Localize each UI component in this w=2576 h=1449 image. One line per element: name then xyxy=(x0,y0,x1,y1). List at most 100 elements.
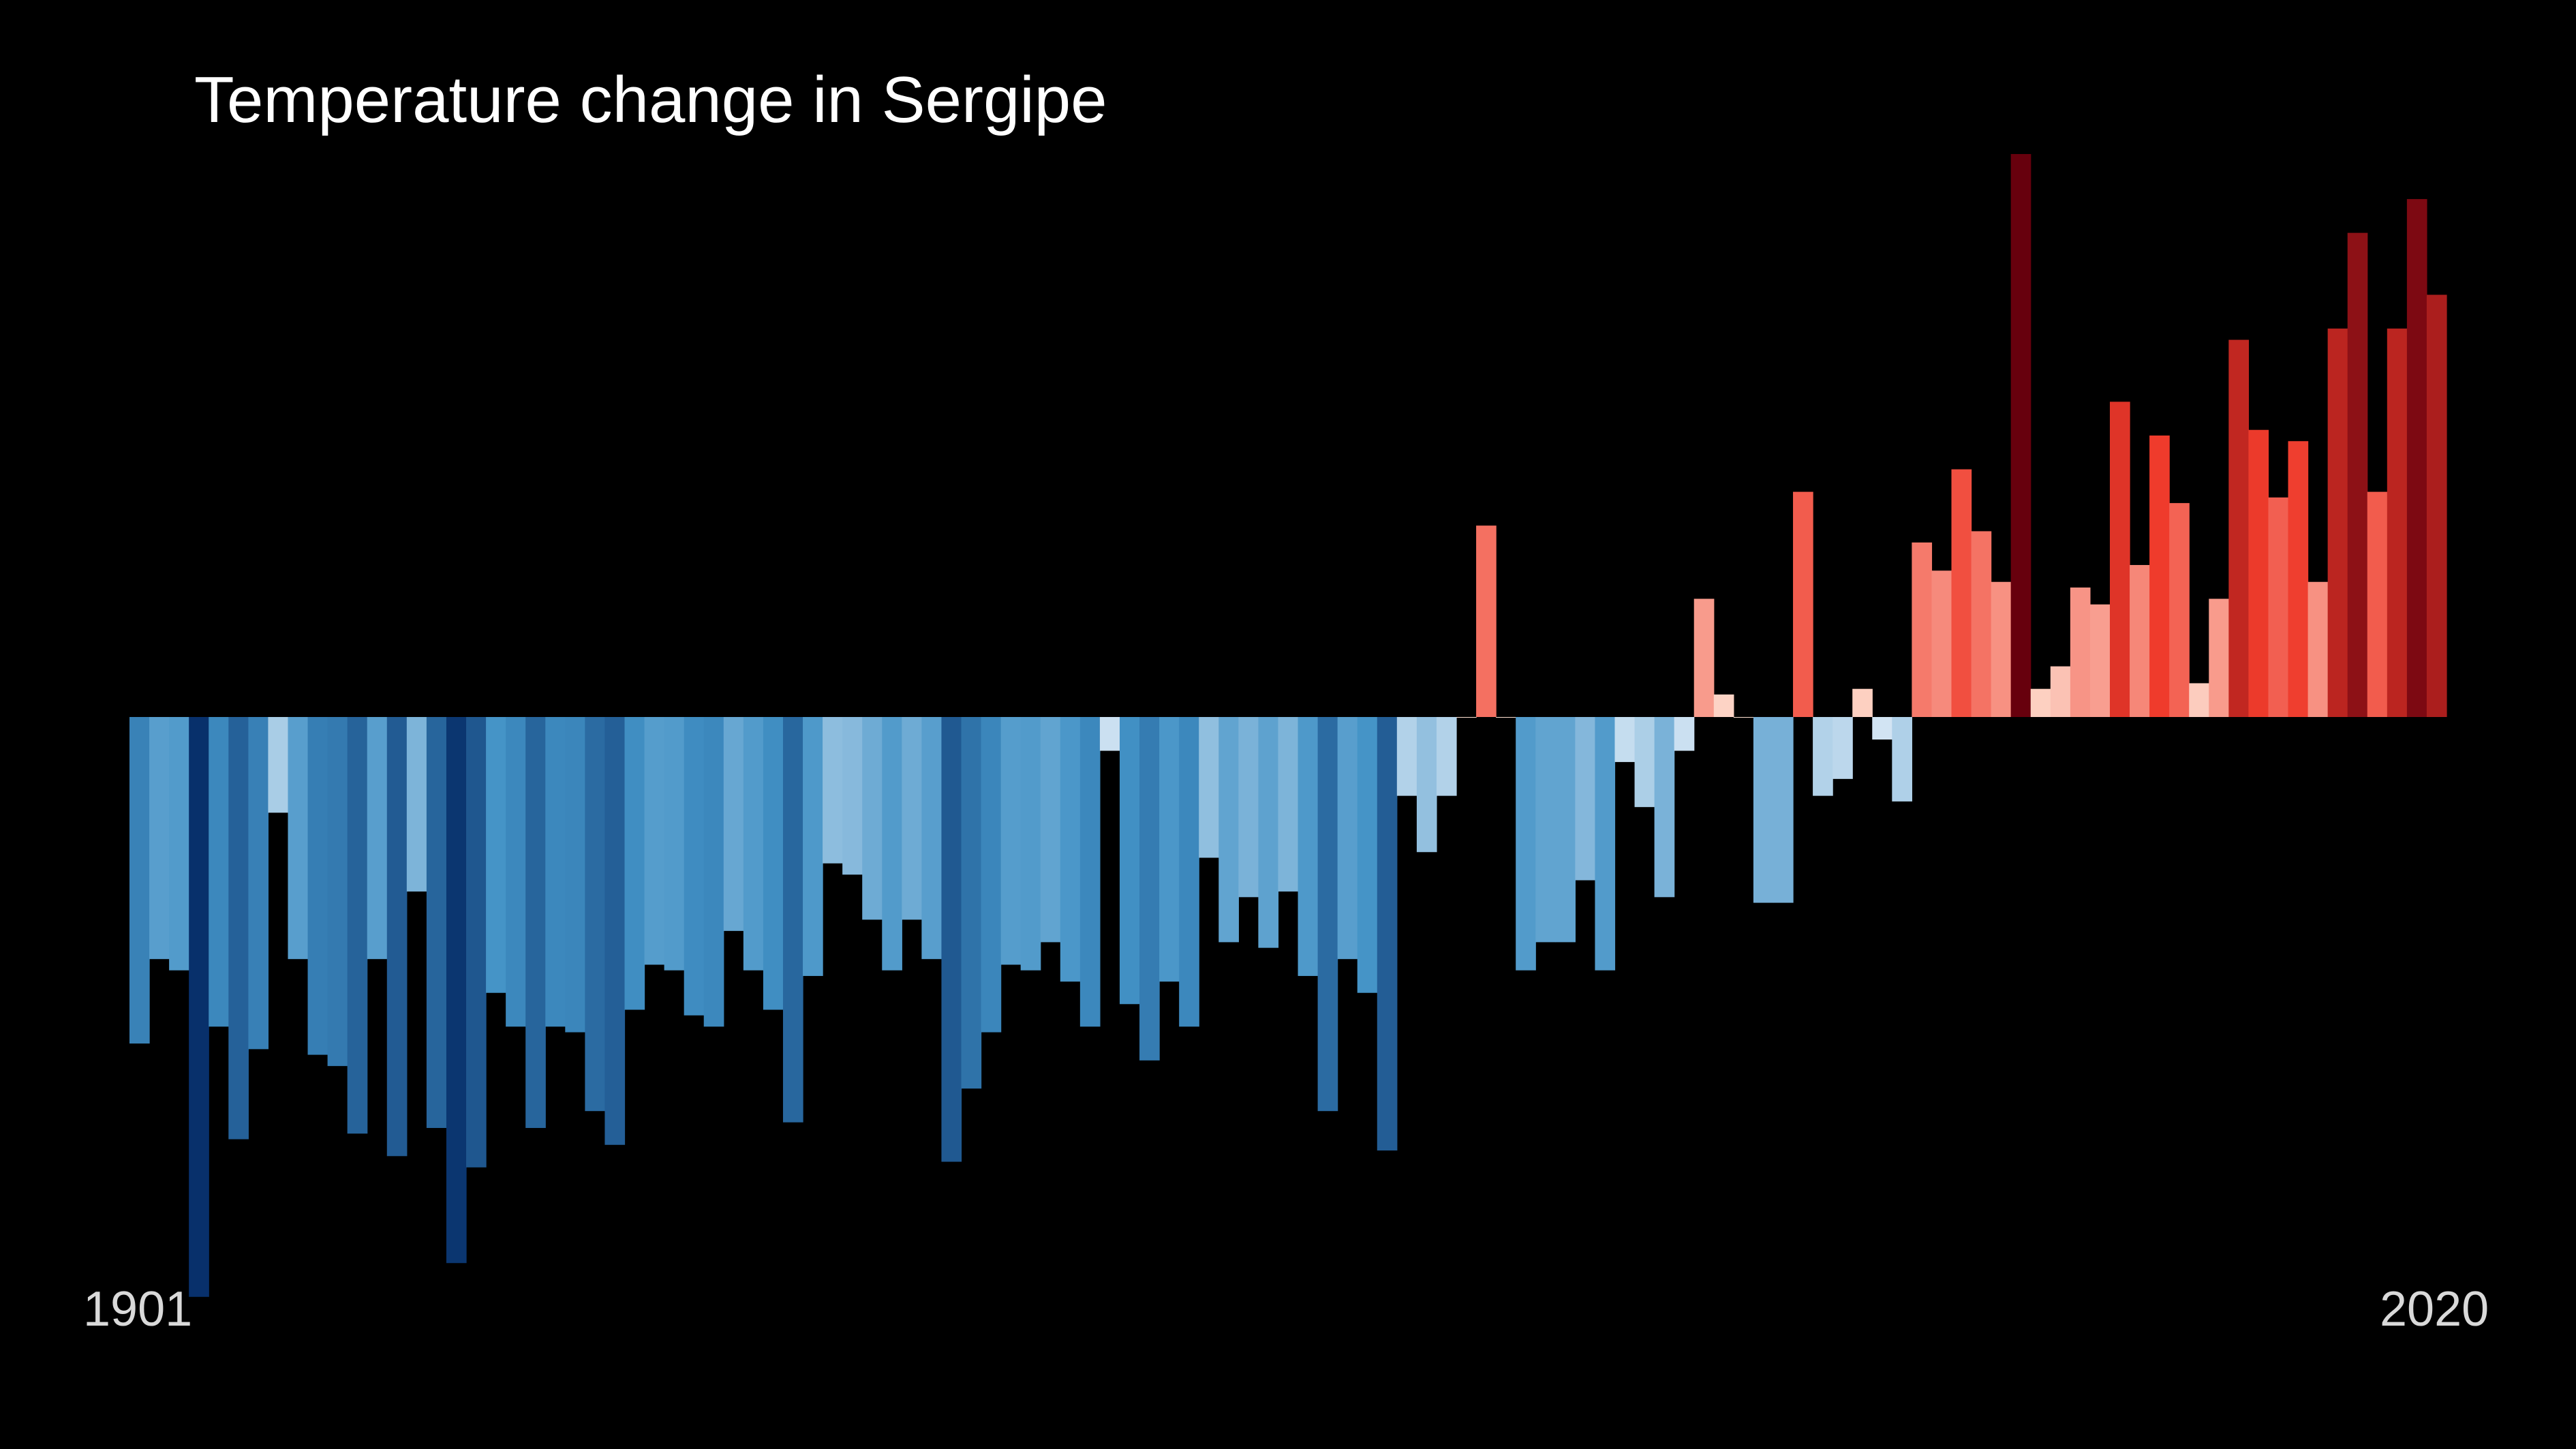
bar-1937 xyxy=(842,717,863,875)
bar-1909 xyxy=(288,717,309,960)
bar-1951 xyxy=(1119,717,1140,1005)
bar-1983 xyxy=(1753,717,1774,903)
bar-2009 xyxy=(2268,497,2289,717)
bar-1989 xyxy=(1872,717,1892,740)
bar-2002 xyxy=(2130,564,2150,717)
bar-1988 xyxy=(1852,688,1873,717)
bar-1963 xyxy=(1357,717,1378,993)
bar-1968 xyxy=(1456,717,1477,718)
bar-2007 xyxy=(2228,339,2249,718)
bar-1993 xyxy=(1951,469,1972,717)
bar-1921 xyxy=(525,717,546,1128)
bar-1971 xyxy=(1516,717,1536,971)
bar-2015 xyxy=(2387,329,2408,717)
bar-1948 xyxy=(1060,717,1081,982)
bar-1984 xyxy=(1773,717,1794,903)
bar-1905 xyxy=(209,717,229,1027)
bar-2011 xyxy=(2307,581,2329,717)
bar-2016 xyxy=(2406,199,2427,718)
bar-1997 xyxy=(2030,688,2051,717)
bar-1918 xyxy=(466,717,487,1168)
bar-1959 xyxy=(1278,717,1299,892)
bar-1913 xyxy=(367,717,388,960)
bar-1972 xyxy=(1535,717,1556,943)
bar-1961 xyxy=(1317,717,1338,1112)
bar-2013 xyxy=(2347,232,2368,717)
bar-1999 xyxy=(2070,588,2091,717)
start-year-label: 1901 xyxy=(83,1282,193,1337)
bar-1969 xyxy=(1476,525,1497,717)
bar-1952 xyxy=(1139,717,1160,1061)
bar-2012 xyxy=(2327,329,2348,717)
bar-2000 xyxy=(2089,604,2111,717)
bar-1945 xyxy=(1000,717,1022,965)
bar-1965 xyxy=(1396,717,1417,796)
bar-1925 xyxy=(604,717,626,1145)
bar-1911 xyxy=(327,717,348,1067)
bar-1975 xyxy=(1595,717,1616,971)
bar-2008 xyxy=(2248,429,2269,717)
bar-1922 xyxy=(545,717,566,1027)
bar-1928 xyxy=(664,717,685,971)
bar-1924 xyxy=(585,717,606,1112)
bar-2017 xyxy=(2426,294,2447,717)
bar-1915 xyxy=(406,717,427,892)
bar-1944 xyxy=(981,717,1002,1033)
bar-1916 xyxy=(426,717,447,1128)
bar-1990 xyxy=(1892,717,1912,802)
bar-1931 xyxy=(723,717,744,931)
bar-1987 xyxy=(1833,717,1853,779)
bar-1907 xyxy=(248,717,269,1050)
bar-1966 xyxy=(1416,717,1437,853)
bar-1901 xyxy=(129,717,150,1044)
bar-1926 xyxy=(624,717,645,1010)
bar-1936 xyxy=(823,717,843,864)
bar-1923 xyxy=(565,717,585,1033)
bar-1976 xyxy=(1614,717,1636,763)
bar-1967 xyxy=(1436,717,1457,796)
bar-1991 xyxy=(1912,542,1933,717)
bar-1932 xyxy=(743,717,764,971)
bar-1954 xyxy=(1179,717,1199,1027)
bar-1981 xyxy=(1713,694,1734,717)
bar-2006 xyxy=(2209,598,2229,717)
bar-1942 xyxy=(941,717,962,1162)
bar-1978 xyxy=(1654,717,1675,898)
bar-1934 xyxy=(782,717,803,1123)
bar-1979 xyxy=(1674,717,1695,751)
bar-1962 xyxy=(1337,717,1358,960)
bar-1949 xyxy=(1079,717,1101,1027)
bar-2001 xyxy=(2109,401,2130,717)
bar-2010 xyxy=(2288,441,2309,717)
bar-2004 xyxy=(2169,503,2190,717)
bar-1908 xyxy=(268,717,289,813)
bar-1994 xyxy=(1971,531,1992,717)
bar-1910 xyxy=(307,717,328,1055)
bar-1917 xyxy=(446,717,467,1264)
bar-1930 xyxy=(703,717,724,1027)
bar-1955 xyxy=(1199,717,1219,858)
bar-1995 xyxy=(1991,581,2012,717)
bar-1927 xyxy=(644,717,665,965)
bar-1933 xyxy=(763,717,784,1010)
bar-2003 xyxy=(2149,436,2170,717)
bar-1906 xyxy=(228,717,249,1140)
bar-1958 xyxy=(1258,717,1279,948)
bar-1914 xyxy=(386,717,408,1157)
bars-group xyxy=(129,154,2447,1297)
bar-2005 xyxy=(2189,683,2209,717)
bar-1985 xyxy=(1793,491,1813,717)
bar-1956 xyxy=(1218,717,1239,943)
bar-1943 xyxy=(961,717,982,1089)
bar-1904 xyxy=(189,717,209,1297)
bar-1903 xyxy=(169,717,189,971)
end-year-label: 2020 xyxy=(2380,1282,2489,1337)
bar-1946 xyxy=(1020,717,1041,971)
bar-1902 xyxy=(149,717,170,960)
bar-1992 xyxy=(1931,570,1952,717)
bar-1980 xyxy=(1693,598,1715,717)
bar-1941 xyxy=(921,717,942,960)
bar-1919 xyxy=(486,717,506,993)
bar-1953 xyxy=(1159,717,1180,982)
